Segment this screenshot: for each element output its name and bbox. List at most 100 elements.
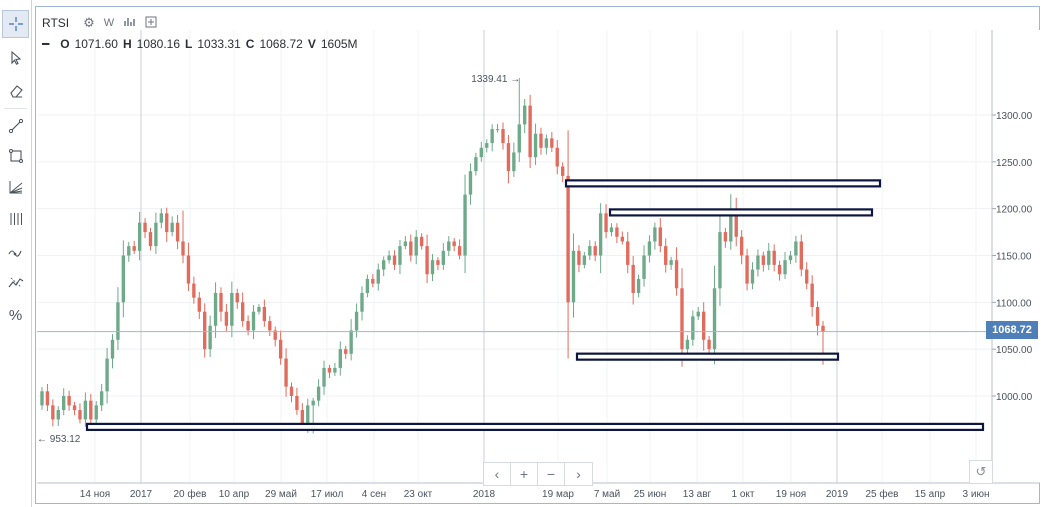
- candle-body: [175, 222, 180, 242]
- y-tick-label: 1150.00: [996, 252, 1032, 263]
- candle-body: [137, 222, 142, 251]
- rectangle-icon[interactable]: [2, 142, 29, 170]
- candle-body: [739, 236, 744, 256]
- zoom-out-button[interactable]: −: [538, 463, 565, 485]
- candle-body: [322, 367, 326, 387]
- candle-body: [772, 250, 776, 265]
- x-tick-label: 2019: [826, 489, 849, 500]
- x-tick-label: 7 май: [594, 489, 620, 500]
- pattern-icon[interactable]: [2, 268, 29, 296]
- x-tick-label: 14 ноя: [80, 489, 110, 500]
- candle-body: [127, 246, 131, 256]
- reset-chart-icon[interactable]: ↺: [969, 460, 993, 484]
- vertical-lines-icon[interactable]: [2, 205, 29, 233]
- candle-body: [392, 255, 397, 265]
- indicator-icon[interactable]: [2, 237, 29, 265]
- candle-body: [642, 255, 646, 279]
- candle-body: [181, 241, 185, 256]
- x-tick-label: 3 июн: [963, 489, 990, 500]
- candle-body: [159, 213, 164, 223]
- candle-body: [354, 311, 359, 331]
- candle-body: [436, 260, 440, 265]
- level-rectangle: [608, 208, 874, 217]
- level-rectangle: [85, 422, 985, 432]
- candle-body: [213, 292, 218, 326]
- candle-body: [761, 255, 766, 265]
- eraser-icon[interactable]: [2, 76, 29, 104]
- candle-body: [382, 260, 386, 270]
- volume-label: V: [307, 37, 316, 51]
- candle-body: [349, 330, 353, 354]
- candle-body: [674, 260, 679, 289]
- level-rectangle: [564, 179, 882, 188]
- price-axis-area: [992, 30, 1040, 483]
- candle-body: [192, 283, 196, 298]
- y-tick-label: 1100.00: [996, 298, 1032, 309]
- scroll-back-button[interactable]: ‹: [484, 463, 511, 485]
- candle-body: [620, 236, 625, 242]
- candle-body: [745, 255, 749, 284]
- candle-body: [701, 311, 706, 340]
- candle-body: [479, 147, 483, 158]
- candle-body: [365, 278, 370, 293]
- candle-body: [788, 255, 793, 261]
- low-label: L: [185, 37, 193, 51]
- candle-body: [219, 292, 223, 312]
- candle-body: [262, 307, 267, 322]
- compare-icon[interactable]: [145, 16, 157, 31]
- candle-body: [300, 410, 305, 425]
- cursor-icon[interactable]: [2, 44, 29, 72]
- candle-body: [278, 339, 283, 359]
- x-tick-label: 20 фев: [173, 488, 206, 500]
- candle-body: [495, 129, 500, 131]
- candle-body: [425, 246, 429, 275]
- candle-body: [403, 241, 408, 247]
- candle-body: [154, 222, 158, 247]
- candle-body: [810, 283, 814, 308]
- candle-body: [582, 255, 587, 265]
- candle-body: [72, 405, 77, 411]
- candle-body: [566, 175, 570, 303]
- volume-value: 1605M: [320, 37, 358, 51]
- candle-body: [474, 157, 478, 172]
- candle-body: [501, 129, 505, 144]
- trend-line-icon[interactable]: [2, 112, 29, 140]
- candle-body: [419, 236, 424, 247]
- x-tick-label: 25 июн: [634, 489, 667, 500]
- bars-icon[interactable]: [124, 16, 136, 30]
- candle-body: [609, 227, 614, 233]
- y-tick-label: 1300.00: [996, 111, 1033, 122]
- candle-body: [230, 292, 234, 326]
- x-tick-label: 29 май: [265, 489, 297, 500]
- symbol-label[interactable]: RTSI: [42, 16, 70, 30]
- candle-body: [94, 405, 98, 420]
- candle-body: [67, 396, 71, 406]
- candle-body: [89, 400, 93, 420]
- candle-body: [598, 213, 603, 256]
- crosshair-icon[interactable]: [2, 10, 29, 38]
- candle-body: [691, 316, 695, 340]
- candle-body: [767, 250, 771, 265]
- scroll-forward-button[interactable]: ›: [576, 466, 581, 482]
- candle-body: [387, 255, 391, 261]
- x-tick-label: 17 июл: [311, 489, 344, 500]
- candle-body: [463, 194, 467, 256]
- candle-body: [707, 339, 711, 350]
- y-tick-label: 1050.00: [996, 345, 1033, 356]
- candle-body: [344, 349, 348, 354]
- candle-body: [821, 325, 825, 332]
- percent-icon[interactable]: %: [8, 306, 23, 324]
- candle-body: [132, 246, 136, 251]
- candle-body: [647, 241, 652, 256]
- x-tick-label: 19 мар: [542, 489, 574, 500]
- interval-label[interactable]: W: [103, 17, 115, 29]
- open-label: O: [60, 37, 70, 51]
- low-value: 1033.31: [197, 37, 241, 51]
- candle-body: [284, 358, 288, 387]
- fib-fan-icon[interactable]: [2, 173, 29, 201]
- x-tick-label: 10 апр: [219, 489, 250, 500]
- zoom-in-button[interactable]: +: [511, 463, 538, 485]
- settings-icon[interactable]: ⚙: [83, 15, 95, 30]
- y-tick-label: 1000.00: [996, 392, 1033, 403]
